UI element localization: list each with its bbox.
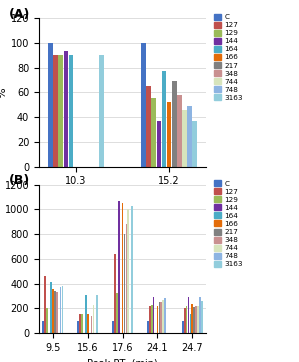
Bar bbox=[118, 201, 120, 333]
Bar bbox=[64, 51, 68, 167]
Bar bbox=[172, 81, 176, 167]
Bar bbox=[85, 295, 87, 333]
Bar bbox=[42, 321, 44, 333]
Bar bbox=[157, 307, 158, 333]
X-axis label: Peak RT  (min): Peak RT (min) bbox=[87, 358, 158, 362]
Bar bbox=[191, 304, 193, 333]
Bar bbox=[126, 224, 127, 333]
Bar bbox=[141, 43, 146, 167]
Bar bbox=[69, 55, 73, 167]
Bar bbox=[62, 286, 63, 333]
Bar bbox=[161, 302, 162, 333]
Bar bbox=[182, 110, 187, 167]
Bar bbox=[48, 43, 53, 167]
Bar bbox=[77, 321, 79, 333]
Bar bbox=[127, 209, 129, 333]
Bar bbox=[44, 276, 46, 333]
Y-axis label: %: % bbox=[0, 253, 2, 264]
Bar bbox=[164, 298, 166, 333]
Bar bbox=[131, 206, 133, 333]
Bar bbox=[54, 291, 56, 333]
Text: (B): (B) bbox=[9, 174, 30, 187]
Bar bbox=[116, 293, 118, 333]
Bar bbox=[188, 296, 189, 333]
Bar bbox=[197, 307, 199, 333]
Bar bbox=[182, 321, 184, 333]
Bar bbox=[124, 234, 125, 333]
Bar bbox=[157, 121, 161, 167]
Bar bbox=[199, 296, 201, 333]
Bar bbox=[151, 304, 152, 333]
Bar bbox=[193, 307, 195, 333]
Bar bbox=[53, 55, 58, 167]
Legend: C, 127, 129, 144, 164, 166, 217, 348, 744, 748, 3163: C, 127, 129, 144, 164, 166, 217, 348, 74… bbox=[211, 11, 246, 104]
Bar bbox=[146, 86, 151, 167]
Bar bbox=[122, 203, 123, 333]
Bar bbox=[97, 295, 98, 333]
Bar bbox=[81, 315, 83, 333]
Bar bbox=[201, 301, 203, 333]
Bar bbox=[46, 308, 48, 333]
Bar bbox=[184, 308, 186, 333]
Bar bbox=[60, 287, 61, 333]
Bar bbox=[50, 282, 52, 333]
Legend: C, 127, 129, 144, 164, 166, 217, 348, 744, 748, 3163: C, 127, 129, 144, 164, 166, 217, 348, 74… bbox=[211, 177, 246, 270]
Bar bbox=[162, 300, 164, 333]
Text: (A): (A) bbox=[9, 8, 30, 21]
Bar bbox=[187, 106, 192, 167]
Bar bbox=[190, 315, 191, 333]
Bar bbox=[99, 55, 104, 167]
Bar bbox=[186, 307, 187, 333]
Bar bbox=[58, 55, 63, 167]
Bar bbox=[91, 316, 92, 333]
Bar bbox=[149, 306, 151, 333]
Bar bbox=[112, 321, 114, 333]
Bar bbox=[87, 315, 89, 333]
Bar bbox=[177, 95, 181, 167]
Bar bbox=[167, 102, 171, 167]
Bar bbox=[195, 306, 197, 333]
Bar bbox=[52, 289, 54, 333]
X-axis label: Peak RT  (min): Peak RT (min) bbox=[87, 192, 158, 202]
Bar bbox=[79, 314, 81, 333]
Bar bbox=[93, 305, 94, 333]
Bar bbox=[114, 254, 116, 333]
Bar bbox=[192, 121, 197, 167]
Bar bbox=[152, 98, 156, 167]
Bar bbox=[56, 292, 57, 333]
Bar bbox=[162, 71, 166, 167]
Bar bbox=[153, 296, 155, 333]
Y-axis label: %: % bbox=[0, 87, 8, 98]
Bar bbox=[147, 321, 149, 333]
Bar bbox=[158, 302, 160, 333]
